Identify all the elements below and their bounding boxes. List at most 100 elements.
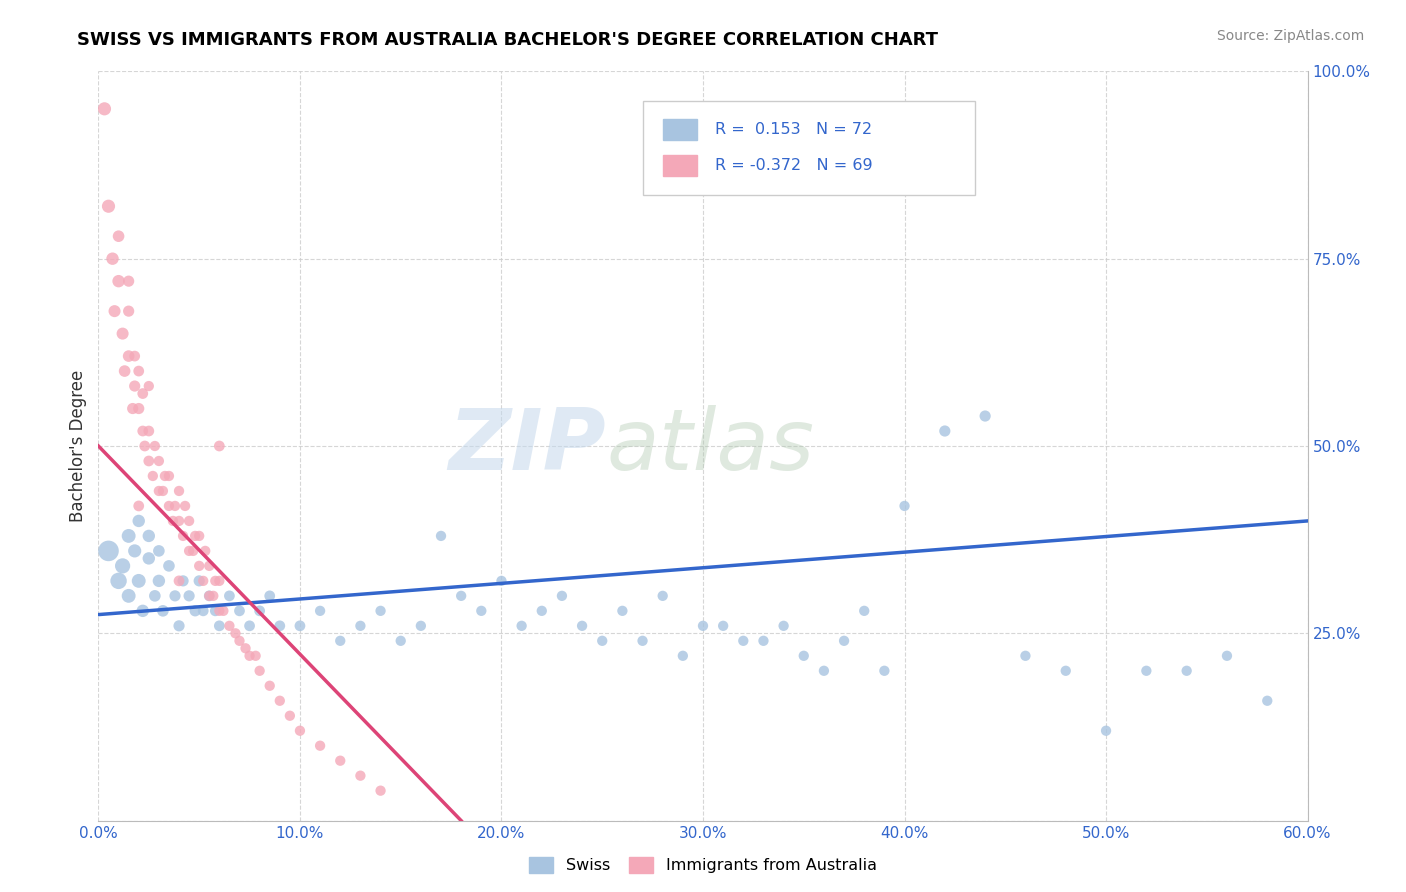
Point [138, 379, 160, 393]
Point [832, 633, 855, 648]
Point [97, 544, 120, 558]
FancyBboxPatch shape [643, 102, 976, 195]
Point [249, 664, 271, 678]
Point [188, 574, 211, 588]
Point [491, 574, 513, 588]
Point [118, 304, 141, 318]
Point [228, 633, 250, 648]
Point [111, 326, 134, 341]
Point [224, 626, 246, 640]
Point [259, 589, 281, 603]
Point [184, 604, 207, 618]
Point [124, 544, 146, 558]
Point [198, 589, 221, 603]
Point [218, 589, 240, 603]
Point [288, 619, 311, 633]
Bar [664, 154, 697, 176]
Point [793, 648, 815, 663]
Point [128, 499, 150, 513]
Point [711, 619, 734, 633]
Point [208, 604, 231, 618]
Point [288, 723, 311, 738]
Point [208, 574, 231, 588]
Point [1095, 723, 1118, 738]
Point [114, 364, 136, 378]
Point [134, 439, 156, 453]
Point [107, 229, 129, 244]
Point [974, 409, 997, 423]
Point [269, 694, 291, 708]
Point [118, 529, 141, 543]
Point [188, 558, 211, 573]
Point [174, 499, 197, 513]
Point [212, 604, 235, 618]
Point [128, 574, 150, 588]
Point [179, 544, 201, 558]
Point [103, 304, 125, 318]
Point [530, 604, 553, 618]
Point [153, 469, 176, 483]
Point [138, 551, 160, 566]
Point [239, 648, 262, 663]
Point [101, 252, 124, 266]
Point [329, 754, 352, 768]
Point [172, 529, 194, 543]
Point [148, 454, 170, 468]
Point [1216, 648, 1239, 663]
Point [239, 619, 262, 633]
Point [118, 274, 141, 288]
Text: Source: ZipAtlas.com: Source: ZipAtlas.com [1216, 29, 1364, 43]
Point [128, 364, 150, 378]
Point [269, 619, 291, 633]
Point [470, 604, 492, 618]
Point [179, 514, 201, 528]
Point [193, 574, 215, 588]
Point [167, 574, 190, 588]
Point [245, 648, 267, 663]
Point [309, 739, 332, 753]
Point [167, 514, 190, 528]
Point [1175, 664, 1198, 678]
Bar [664, 120, 697, 140]
Point [124, 379, 146, 393]
Y-axis label: Bachelor's Degree: Bachelor's Degree [69, 370, 87, 522]
Point [143, 589, 166, 603]
Point [510, 619, 533, 633]
Point [204, 574, 226, 588]
Point [148, 483, 170, 498]
Point [163, 499, 186, 513]
Point [157, 469, 180, 483]
Point [1054, 664, 1077, 678]
Point [551, 589, 574, 603]
Point [235, 641, 257, 656]
Point [148, 574, 170, 588]
Point [198, 558, 221, 573]
Point [772, 619, 794, 633]
Point [389, 633, 412, 648]
Point [132, 386, 155, 401]
Point [208, 619, 231, 633]
Point [93, 102, 115, 116]
Point [148, 544, 170, 558]
Point [167, 483, 190, 498]
Point [651, 589, 673, 603]
Point [198, 589, 221, 603]
Point [204, 604, 226, 618]
Point [249, 604, 271, 618]
Point [138, 529, 160, 543]
Point [733, 633, 755, 648]
Text: ZIP: ZIP [449, 404, 606, 488]
Point [167, 619, 190, 633]
Point [152, 483, 174, 498]
Point [194, 544, 217, 558]
Point [631, 633, 654, 648]
Point [752, 633, 775, 648]
Point [97, 199, 120, 213]
Point [370, 604, 392, 618]
Point [1256, 694, 1278, 708]
Point [128, 514, 150, 528]
Text: R =  0.153   N = 72: R = 0.153 N = 72 [716, 122, 872, 137]
Text: R = -0.372   N = 69: R = -0.372 N = 69 [716, 158, 873, 172]
Legend: Swiss, Immigrants from Australia: Swiss, Immigrants from Australia [523, 850, 883, 880]
Point [157, 558, 180, 573]
